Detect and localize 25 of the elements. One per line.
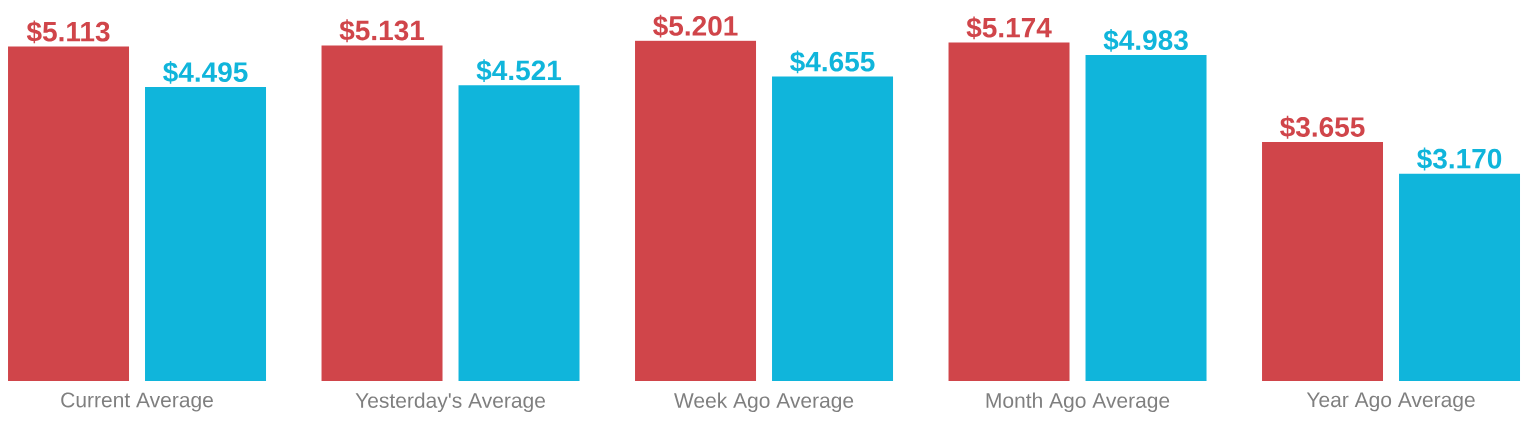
- bar: [772, 76, 894, 381]
- data-label: $4.495: [163, 60, 248, 84]
- bar: [948, 42, 1070, 381]
- bar: [635, 40, 757, 381]
- x-tick-label: Current Average: [61, 392, 213, 412]
- data-label: $3.655: [1280, 115, 1365, 139]
- data-label: $5.131: [339, 19, 425, 43]
- data-label: $4.655: [790, 50, 875, 74]
- bar: [458, 85, 580, 381]
- data-label: $5.174: [966, 16, 1052, 40]
- bar: [8, 46, 130, 381]
- data-label: $5.113: [26, 20, 110, 44]
- x-tick-label: Week Ago Average: [674, 392, 854, 413]
- bar: [1085, 55, 1207, 381]
- bar: [145, 86, 267, 381]
- data-label: $4.983: [1103, 29, 1188, 52]
- bar: [1262, 141, 1384, 381]
- data-label: $4.521: [476, 59, 562, 83]
- x-tick-label: Year Ago Average: [1306, 392, 1475, 412]
- data-label: $5.201: [653, 14, 738, 38]
- data-label: $3.170: [1417, 147, 1502, 171]
- x-tick-label: Month Ago Average: [986, 392, 1170, 413]
- bar: [321, 45, 443, 381]
- x-tick-label: Yesterday's Average: [355, 392, 545, 413]
- bar: [1399, 173, 1521, 381]
